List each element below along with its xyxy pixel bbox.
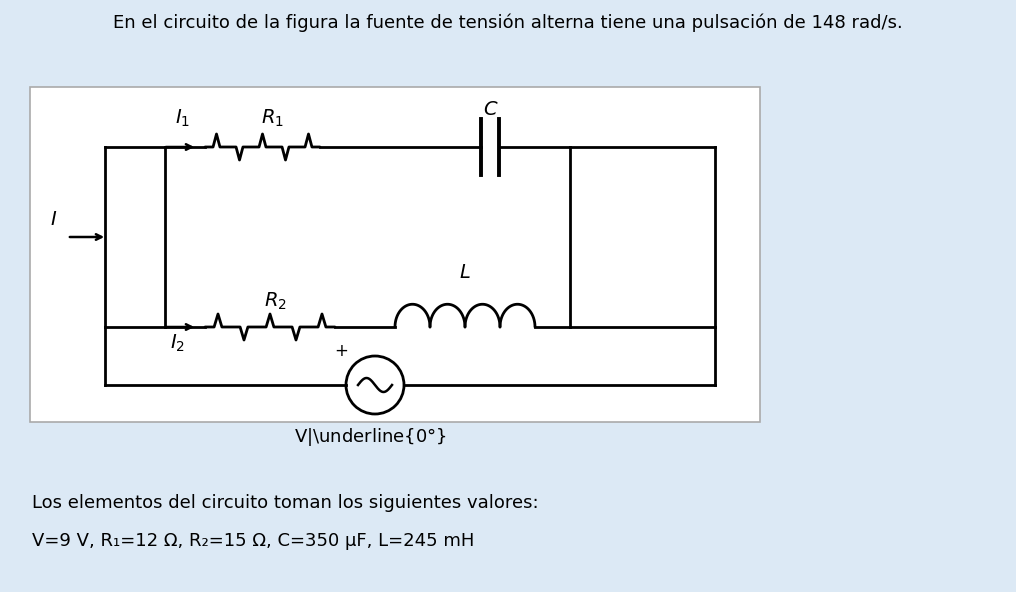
Text: V$|$\underline{0°}: V$|$\underline{0°} <box>294 426 446 448</box>
Text: R$_1$: R$_1$ <box>261 108 284 129</box>
Text: I$_2$: I$_2$ <box>170 333 185 354</box>
Text: En el circuito de la figura la fuente de tensión alterna tiene una pulsación de : En el circuito de la figura la fuente de… <box>113 14 903 33</box>
Text: C: C <box>484 100 497 119</box>
Text: Los elementos del circuito toman los siguientes valores:: Los elementos del circuito toman los sig… <box>31 494 538 512</box>
Bar <box>30 87 760 422</box>
Text: +: + <box>334 342 348 360</box>
Text: R$_2$: R$_2$ <box>263 291 287 312</box>
Text: I$_1$: I$_1$ <box>175 108 190 129</box>
Text: L: L <box>459 263 470 282</box>
Text: V=9 V, R₁=12 Ω, R₂=15 Ω, C=350 μF, L=245 mH: V=9 V, R₁=12 Ω, R₂=15 Ω, C=350 μF, L=245… <box>31 532 474 550</box>
Text: I: I <box>50 210 56 229</box>
